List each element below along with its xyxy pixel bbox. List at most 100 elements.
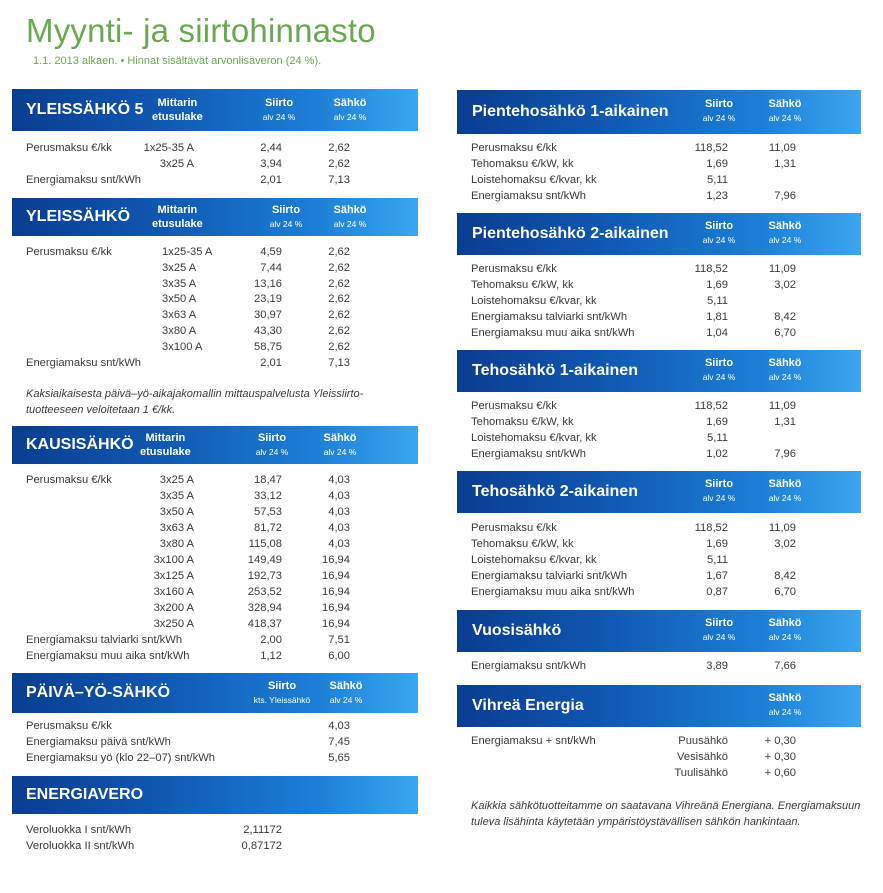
col-header-fuse: Mittarin etusulake — [140, 432, 191, 458]
row-fuse: 3x250 A — [153, 618, 194, 630]
row-sahko: 2,62 — [328, 293, 350, 305]
row-fuse: 3x80 A — [159, 538, 194, 550]
row-label: Tehomaksu €/kW, kk — [471, 416, 574, 428]
row-sahko: 3,02 — [774, 538, 796, 550]
section-header-pientehosahko-2: Pientehosähkö 2-aikainen Siirto alv 24 % … — [457, 213, 861, 255]
row-siirto: 1,69 — [706, 416, 728, 428]
row-fuse: 3x35 A — [159, 490, 194, 502]
row-source: Vesisähkö — [677, 751, 728, 763]
row-siirto: 118,52 — [694, 263, 728, 275]
row-fuse: 3x50 A — [159, 506, 194, 518]
row-siirto: 5,11 — [707, 174, 728, 186]
row-label: Energiamaksu muu aika snt/kWh — [26, 650, 190, 662]
row-label: Perusmaksu €/kk — [26, 720, 112, 732]
row-sahko: 16,94 — [322, 618, 350, 630]
row-siirto: 118,52 — [694, 400, 728, 412]
col-header-sahko: Sähkö alv 24 % — [768, 692, 802, 717]
row-label: Energiamaksu muu aika snt/kWh — [471, 586, 635, 598]
section-title: YLEISSÄHKÖ — [26, 208, 131, 225]
row-sahko: 2,62 — [328, 142, 350, 154]
row-siirto: 0,87 — [706, 586, 728, 598]
row-sahko: 2,62 — [328, 262, 350, 274]
row-sahko: 4,03 — [328, 720, 350, 732]
row-sahko: 2,62 — [328, 158, 350, 170]
row-sahko: 3,02 — [774, 279, 796, 291]
col-header-siirto: Siirto alv 24 % — [702, 478, 736, 503]
row-fuse: 1x25-35 A — [162, 246, 213, 258]
row-siirto: 253,52 — [247, 586, 282, 598]
row-label: Energiamaksu snt/kWh — [471, 448, 587, 460]
section-header-yleissahko: YLEISSÄHKÖ Mittarin etusulake Siirto alv 2… — [12, 198, 418, 236]
section-title: KAUSISÄHKÖ — [26, 436, 134, 453]
row-siirto: 1,02 — [706, 448, 728, 460]
row-sahko: 2,62 — [328, 341, 350, 353]
row-sahko: 16,94 — [322, 570, 350, 582]
note-line: Kaksiaikaisesta päivä–yö-aikajakomallin … — [26, 388, 364, 400]
row-label: Energiamaksu talviarki snt/kWh — [471, 311, 628, 323]
row-sahko: 11,09 — [768, 400, 796, 412]
col-header-sahko: Sähkö alv 24 % — [768, 478, 802, 503]
section-header-tehosahko-2: Tehosähkö 2-aikainen Siirto alv 24 % Sähk… — [457, 471, 861, 513]
row-label: Energiamaksu snt/kWh — [471, 190, 587, 202]
row-siirto: 115,08 — [248, 538, 282, 550]
row-label: Tehomaksu €/kW, kk — [471, 158, 574, 170]
row-sahko: 11,09 — [768, 522, 796, 534]
row-label: Perusmaksu €/kk — [26, 474, 112, 486]
row-fuse: 1x25-35 A — [143, 142, 194, 154]
row-siirto: 5,11 — [707, 554, 728, 566]
row-label: Energiamaksu snt/kWh — [26, 357, 142, 369]
row-sahko: 2,62 — [328, 246, 350, 258]
row-sahko: 7,13 — [328, 174, 350, 186]
row-sahko: 7,96 — [774, 448, 796, 460]
col-header-fuse: Mittarin etusulake — [152, 97, 203, 123]
row-siirto: 118,52 — [694, 142, 728, 154]
row-siirto: 2,01 — [260, 174, 282, 186]
section-header-yleissahko5: YLEISSÄHKÖ 5 Mittarin etusulake Siirto alv… — [12, 89, 418, 131]
row-siirto: 57,53 — [254, 506, 282, 518]
row-sahko: 2,62 — [328, 325, 350, 337]
row-siirto: 13,16 — [254, 278, 282, 290]
row-fuse: 3x50 A — [162, 293, 197, 305]
row-siirto: 43,30 — [254, 325, 282, 337]
row-label: Loistehomaksu €/kvar, kk — [471, 174, 597, 186]
row-label: Perusmaksu €/kk — [471, 142, 557, 154]
page-title: Myynti- ja siirtohinnasto — [26, 12, 376, 49]
col-header-siirto: Siirto alv 24 % — [702, 220, 736, 245]
row-label: Energiamaksu talviarki snt/kWh — [26, 634, 183, 646]
section-title: Pientehosähkö 2-aikainen — [472, 225, 669, 242]
row-siirto: 3,94 — [260, 158, 282, 170]
row-sahko: 16,94 — [322, 586, 350, 598]
row-siirto: 1,69 — [706, 279, 728, 291]
row-siirto: 2,01 — [260, 357, 282, 369]
row-label: Tehomaksu €/kW, kk — [471, 279, 574, 291]
note-line: tuleva lisähinta käytetään ympäristöystä… — [471, 816, 801, 828]
row-siirto: 1,23 — [706, 190, 728, 202]
section-header-kausisahko: KAUSISÄHKÖ Mittarin etusulake Siirto alv 2… — [12, 426, 418, 464]
row-label: Perusmaksu €/kk — [471, 263, 557, 275]
col-header-siirto: Siirto alv 24 % — [702, 617, 736, 642]
row-sahko: 7,96 — [774, 190, 796, 202]
col-header-sahko: Sähkö alv 24 % — [768, 220, 802, 245]
row-value: + 0,30 — [764, 735, 796, 747]
row-value: 2,11172 — [243, 824, 282, 836]
row-value: 0,87172 — [241, 840, 282, 852]
row-siirto: 7,44 — [260, 262, 282, 274]
row-label: Tehomaksu €/kW, kk — [471, 538, 574, 550]
row-sahko: 7,45 — [328, 736, 350, 748]
row-siirto: 1,04 — [706, 327, 728, 339]
row-sahko: 11,09 — [768, 263, 796, 275]
row-siirto: 328,94 — [247, 602, 282, 614]
col-header-sahko: Sähkö alv 24 % — [329, 680, 363, 705]
row-sahko: 4,03 — [328, 538, 350, 550]
row-sahko: 4,03 — [328, 506, 350, 518]
row-siirto: 1,69 — [706, 158, 728, 170]
row-sahko: 4,03 — [328, 474, 350, 486]
row-fuse: 3x100 A — [153, 554, 194, 566]
row-fuse: 3x100 A — [162, 341, 203, 353]
section-header-vihrea-energia: Vihreä Energia Sähkö alv 24 % — [457, 685, 861, 727]
row-label: Energiamaksu + snt/kWh — [471, 735, 596, 747]
row-siirto: 23,19 — [254, 293, 282, 305]
section-title: Vihreä Energia — [472, 697, 584, 714]
row-fuse: 3x63 A — [159, 522, 194, 534]
row-siirto: 118,52 — [694, 522, 728, 534]
